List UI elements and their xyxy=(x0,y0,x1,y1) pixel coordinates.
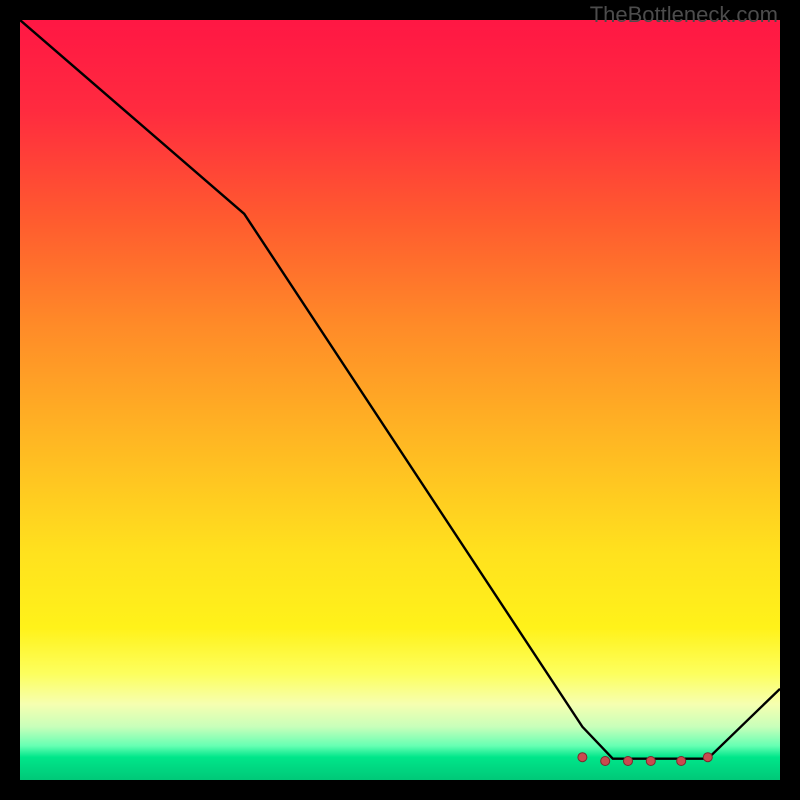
watermark-text: TheBottleneck.com xyxy=(590,2,778,28)
line-overlay xyxy=(20,20,780,780)
chart-stage: TheBottleneck.com xyxy=(0,0,800,800)
curve-marker xyxy=(677,757,686,766)
curve-line xyxy=(20,20,780,759)
curve-marker xyxy=(578,753,587,762)
curve-marker xyxy=(646,757,655,766)
curve-marker xyxy=(624,757,633,766)
curve-marker xyxy=(601,757,610,766)
plot-area xyxy=(20,20,780,780)
curve-marker xyxy=(703,753,712,762)
